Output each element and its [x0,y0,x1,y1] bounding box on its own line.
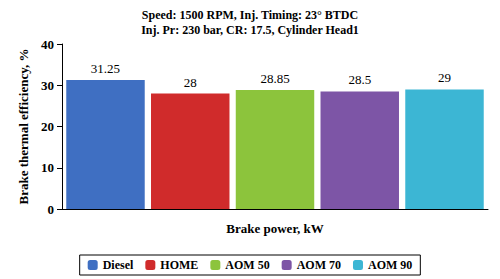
svg-text:Diesel: Diesel [103,258,134,272]
svg-text:HOME: HOME [160,258,198,272]
svg-text:28.85: 28.85 [260,71,289,86]
svg-text:Speed: 1500 RPM, Inj. Timing:: Speed: 1500 RPM, Inj. Timing: 23° BTDC [142,8,358,22]
svg-text:AOM 50: AOM 50 [225,258,269,272]
svg-text:Brake thermal efficiency, %: Brake thermal efficiency, % [16,49,31,205]
svg-text:AOM 90: AOM 90 [368,258,412,272]
svg-text:31.25: 31.25 [91,61,120,76]
svg-text:30: 30 [41,78,54,93]
svg-text:Inj. Pr: 230 bar, CR: 17.5, Cy: Inj. Pr: 230 bar, CR: 17.5, Cylinder Hea… [141,23,359,37]
svg-text:Brake power, kW: Brake power, kW [226,221,323,236]
svg-text:29: 29 [438,70,451,85]
svg-text:AOM 70: AOM 70 [297,258,341,272]
svg-text:28: 28 [184,75,197,90]
svg-text:20: 20 [41,119,54,134]
svg-text:40: 40 [41,37,54,52]
svg-text:10: 10 [41,160,54,175]
svg-text:28.5: 28.5 [348,72,371,87]
svg-text:0: 0 [48,202,55,217]
